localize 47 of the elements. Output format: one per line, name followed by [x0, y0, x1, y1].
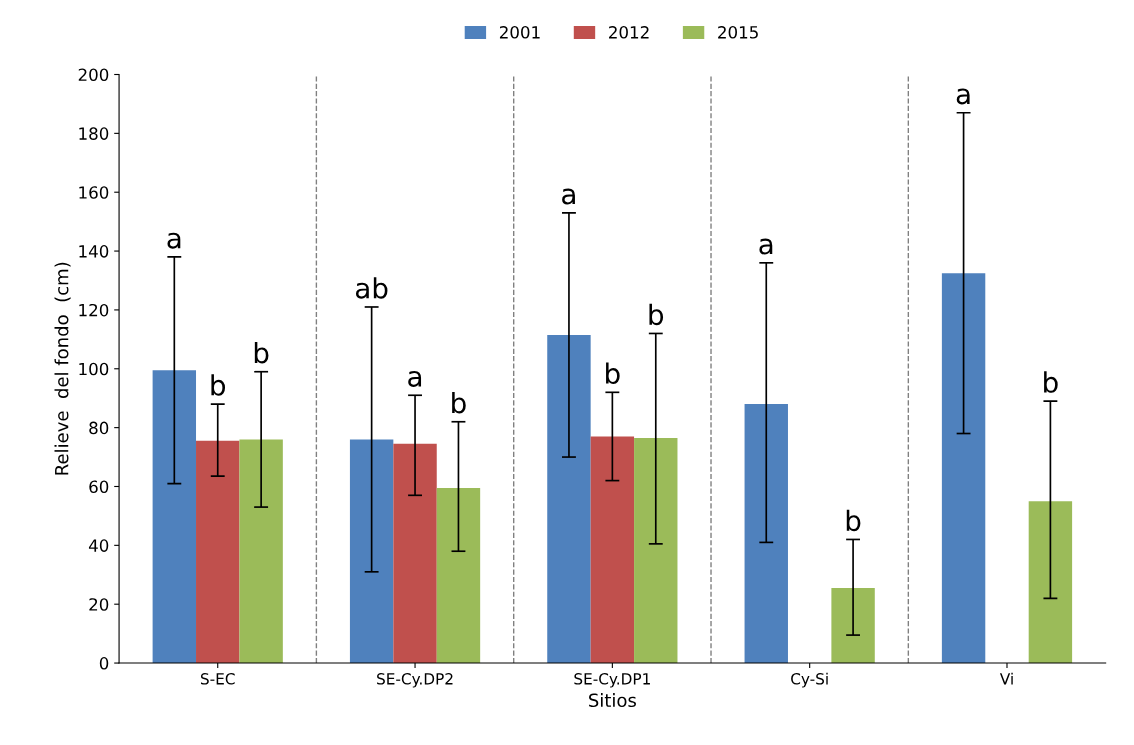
annotation: a — [759, 238, 773, 255]
bar — [152, 370, 197, 664]
bar — [239, 439, 283, 664]
y-tick-label: 120 — [79, 303, 109, 317]
bar — [196, 440, 240, 664]
bar — [349, 439, 394, 664]
y-tick-label: 40 — [88, 539, 109, 552]
annotation: a — [562, 188, 575, 205]
y-axis-title: Relieve del fondo (cm) — [54, 262, 71, 475]
legend-label: 2001 — [499, 26, 540, 39]
x-tick-label: SE-Cy.DP2 — [377, 673, 453, 688]
annotation: b — [649, 303, 664, 326]
bar — [590, 436, 635, 664]
annotation: a — [408, 370, 422, 387]
bar — [436, 487, 481, 664]
annotation: b — [211, 374, 226, 396]
y-tick-label: 180 — [79, 127, 109, 140]
legend-label: 2015 — [718, 26, 758, 39]
annotation: a — [167, 232, 181, 249]
bar — [941, 273, 986, 664]
bar — [547, 334, 591, 664]
y-tick-label: 140 — [79, 245, 109, 258]
annotation: a — [956, 88, 970, 105]
x-tick-label: S-EC — [200, 673, 235, 685]
y-tick-label: 80 — [89, 421, 109, 435]
y-tick-label: 60 — [89, 480, 109, 494]
y-tick-label: 0 — [99, 657, 109, 670]
bar — [634, 437, 678, 664]
annotation: b — [846, 509, 861, 532]
annotation: b — [254, 341, 269, 364]
legend-label: 2012 — [609, 26, 649, 39]
annotation: b — [1044, 371, 1058, 393]
bar — [1028, 501, 1073, 664]
bar — [831, 588, 875, 664]
annotation: b — [606, 362, 620, 384]
annotation: b — [452, 391, 466, 414]
x-tick-label: Cy-Si — [791, 672, 828, 688]
y-tick-label: 200 — [78, 68, 109, 82]
y-tick-label: 160 — [79, 186, 109, 199]
annotation: ab — [355, 277, 388, 299]
x-tick-label: Vi — [999, 672, 1013, 685]
x-axis-title: Sitios — [589, 693, 636, 708]
x-tick-label: SE-Cy.DP1 — [574, 673, 650, 688]
y-tick-label: 20 — [89, 598, 109, 611]
y-tick-label: 100 — [79, 362, 109, 376]
bar — [744, 404, 788, 664]
bar — [393, 443, 437, 664]
